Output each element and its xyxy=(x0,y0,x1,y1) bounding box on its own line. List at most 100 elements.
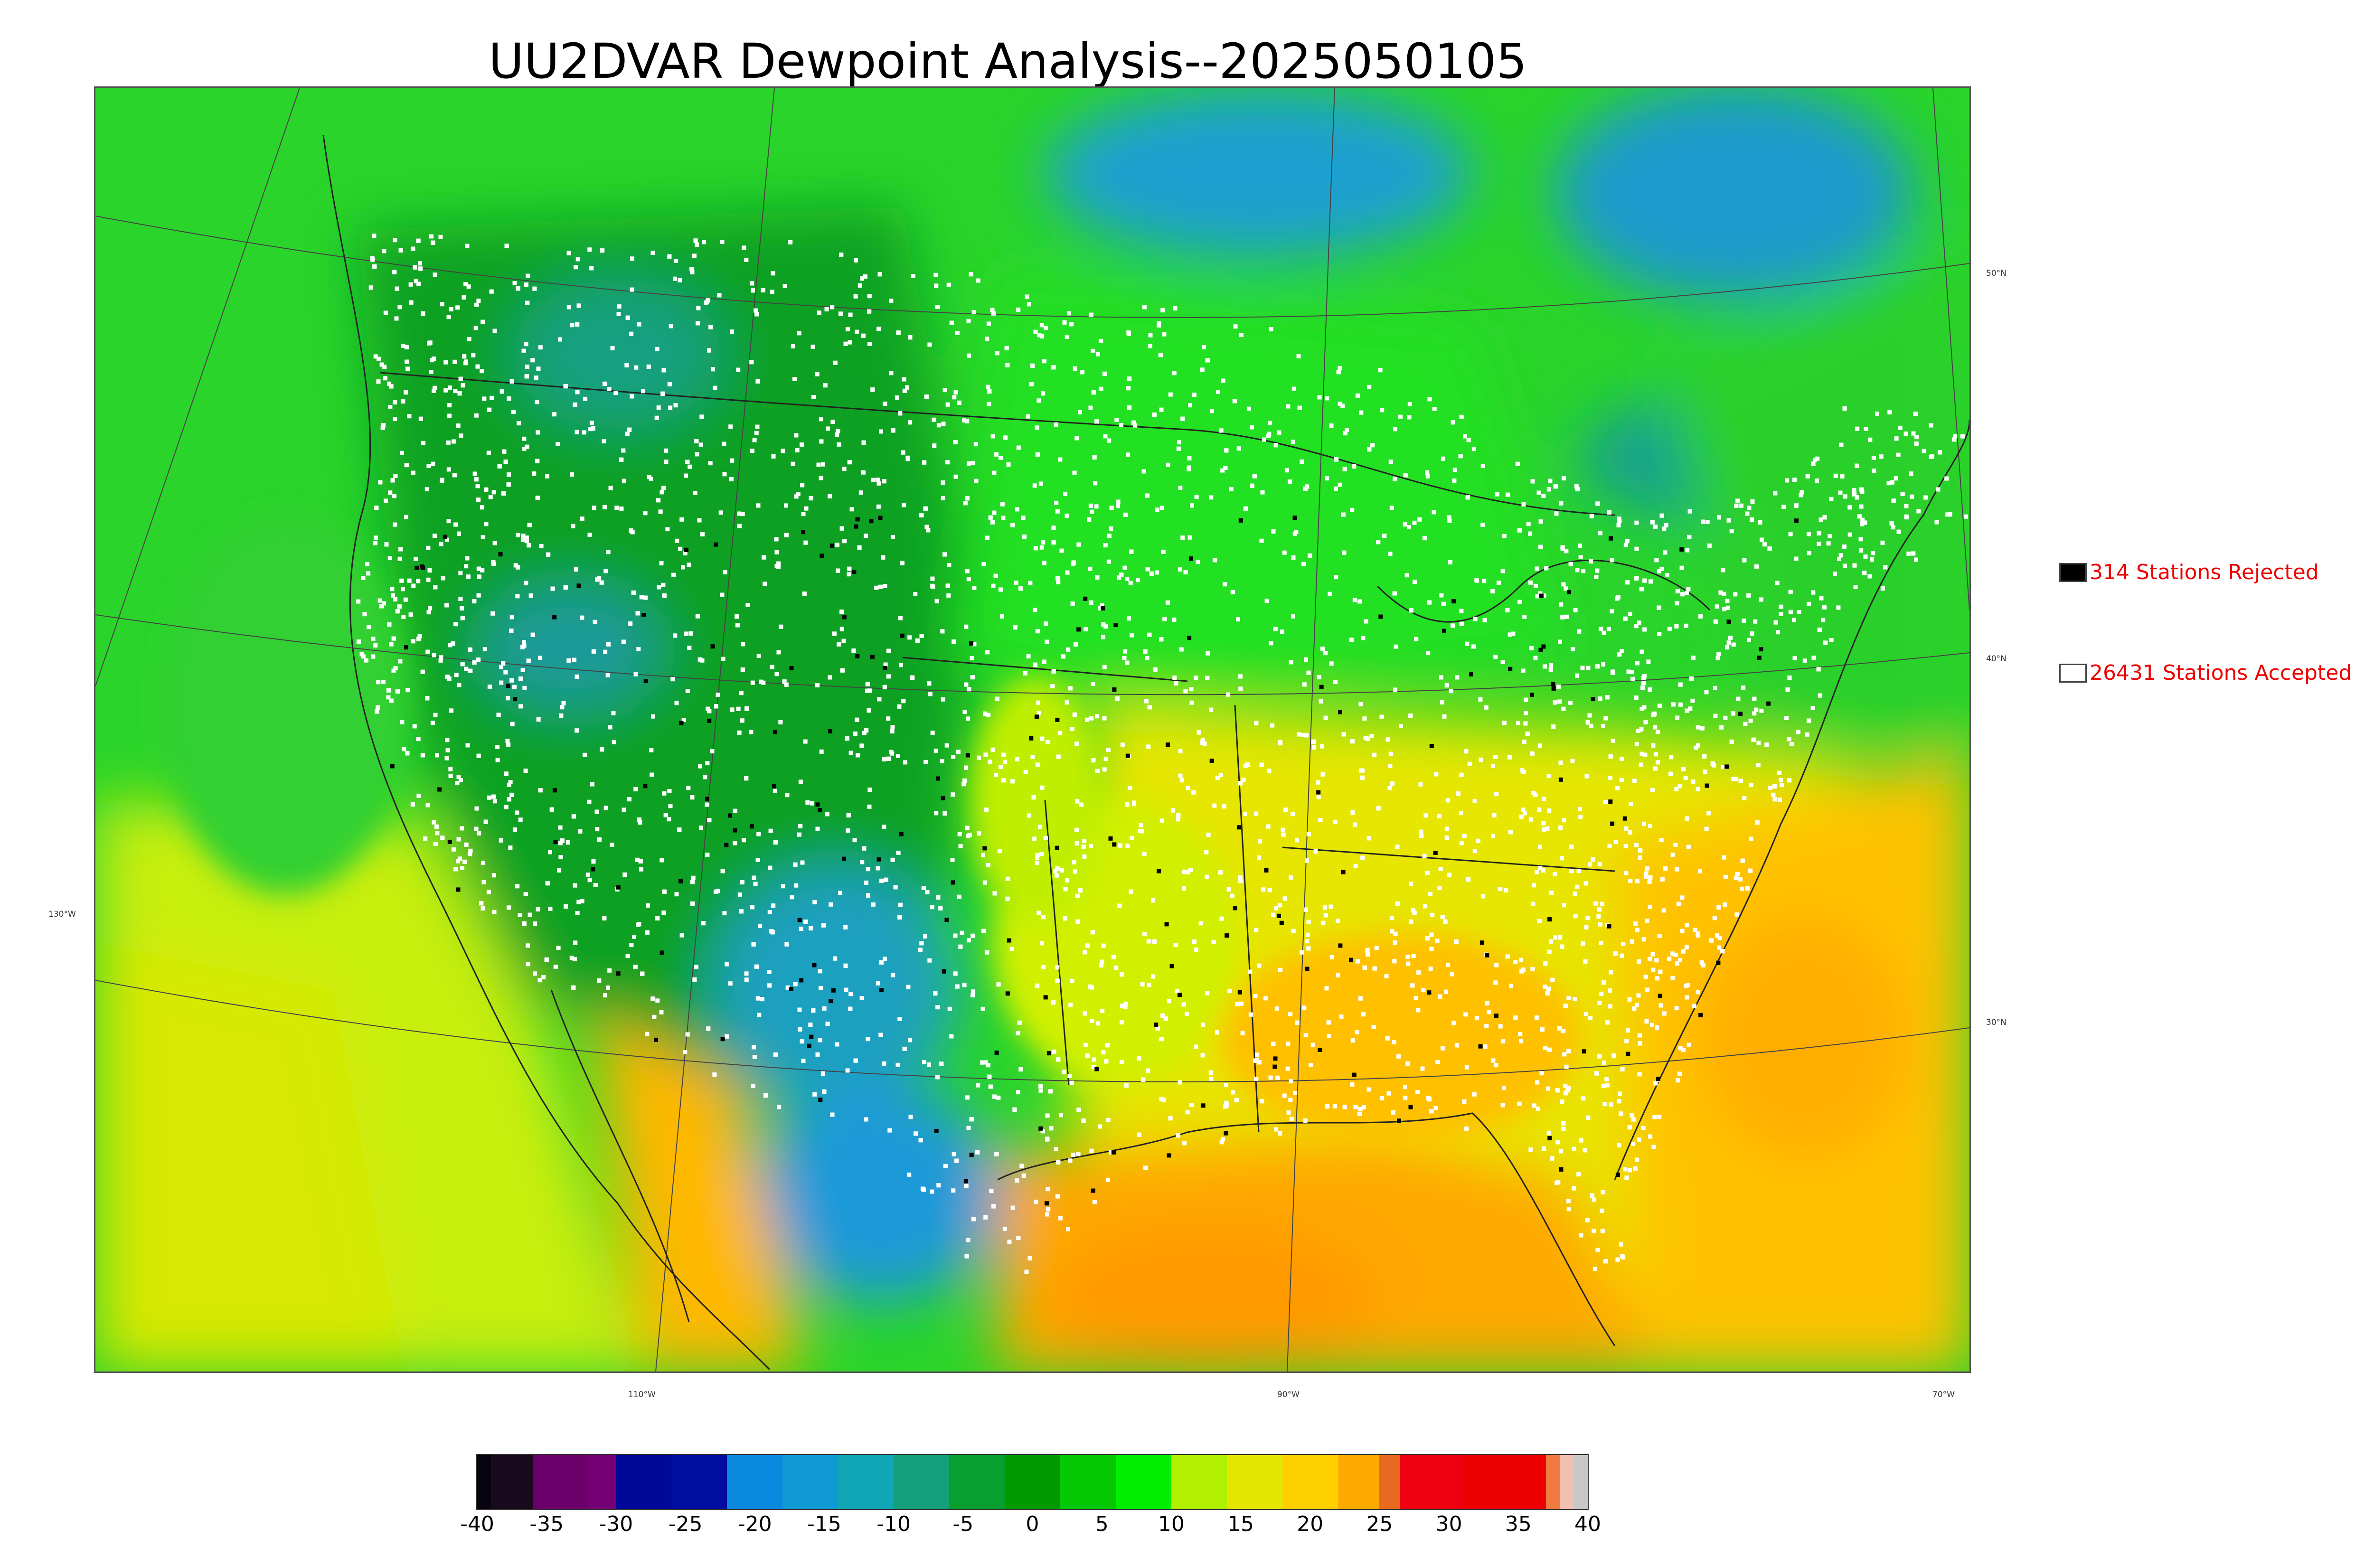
station-accepted-marker xyxy=(1194,948,1198,952)
station-accepted-marker xyxy=(1857,514,1862,519)
station-accepted-marker xyxy=(730,458,735,463)
station-accepted-marker xyxy=(472,660,477,665)
station-accepted-marker xyxy=(1623,543,1628,547)
station-accepted-marker xyxy=(801,512,806,516)
station-accepted-marker xyxy=(1286,404,1291,409)
station-accepted-marker xyxy=(794,494,799,499)
station-accepted-marker xyxy=(774,672,779,676)
station-accepted-marker xyxy=(742,838,746,843)
station-accepted-marker xyxy=(1817,628,1822,632)
station-accepted-marker xyxy=(1022,535,1027,539)
dewpoint-map xyxy=(95,88,1969,1371)
station-accepted-marker xyxy=(1480,523,1485,527)
station-accepted-marker xyxy=(782,679,787,684)
station-accepted-marker xyxy=(1291,440,1295,444)
station-accepted-marker xyxy=(970,933,975,938)
station-accepted-marker xyxy=(1581,569,1586,573)
station-accepted-marker xyxy=(1644,1019,1649,1024)
station-accepted-marker xyxy=(480,535,485,539)
station-accepted-marker xyxy=(695,242,699,247)
station-accepted-marker xyxy=(819,417,823,422)
station-accepted-marker xyxy=(1548,667,1553,672)
station-accepted-marker xyxy=(1098,1124,1102,1129)
station-accepted-marker xyxy=(1172,371,1177,376)
station-accepted-marker xyxy=(696,306,701,310)
station-accepted-marker xyxy=(1262,437,1266,442)
station-accepted-marker xyxy=(1556,685,1561,689)
station-accepted-marker xyxy=(1649,1023,1654,1027)
station-accepted-marker xyxy=(1303,1033,1308,1037)
station-accepted-marker xyxy=(1637,1033,1642,1038)
station-accepted-marker xyxy=(717,293,722,298)
station-accepted-marker xyxy=(1361,1012,1366,1017)
station-accepted-marker xyxy=(941,480,945,485)
station-accepted-marker xyxy=(830,1112,835,1117)
station-accepted-marker xyxy=(1083,950,1087,955)
station-accepted-marker xyxy=(1175,989,1180,994)
dewpoint-field xyxy=(95,88,1969,1371)
station-accepted-marker xyxy=(1146,744,1151,749)
station-accepted-marker xyxy=(356,599,361,604)
station-accepted-marker xyxy=(1444,826,1449,831)
station-accepted-marker xyxy=(1484,705,1488,710)
station-accepted-marker xyxy=(1617,652,1622,657)
station-accepted-marker xyxy=(1359,768,1364,773)
station-accepted-marker xyxy=(923,506,928,511)
station-accepted-marker xyxy=(589,421,594,425)
station-accepted-marker xyxy=(1051,526,1056,530)
station-accepted-marker xyxy=(512,281,517,285)
station-accepted-marker xyxy=(1502,534,1507,538)
station-accepted-marker xyxy=(1007,1239,1012,1244)
station-accepted-marker xyxy=(1035,452,1040,457)
station-accepted-marker xyxy=(513,563,518,568)
station-accepted-marker xyxy=(1787,676,1792,680)
station-accepted-marker xyxy=(1030,363,1035,368)
station-accepted-marker xyxy=(801,1059,806,1063)
station-accepted-marker xyxy=(391,636,396,641)
station-accepted-marker xyxy=(484,522,489,526)
station-accepted-marker xyxy=(505,739,510,743)
station-accepted-marker xyxy=(1914,435,1919,440)
station-accepted-marker xyxy=(870,387,875,392)
station-accepted-marker xyxy=(1389,506,1394,510)
station-accepted-marker xyxy=(1653,725,1658,730)
station-accepted-marker xyxy=(949,1034,954,1039)
station-accepted-marker xyxy=(816,462,821,467)
station-accepted-marker xyxy=(1633,1166,1638,1171)
station-accepted-marker xyxy=(398,248,403,253)
station-accepted-marker xyxy=(922,460,927,465)
station-accepted-marker xyxy=(391,593,395,598)
station-accepted-marker xyxy=(1663,866,1668,871)
station-accepted-marker xyxy=(684,631,688,636)
station-accepted-marker xyxy=(645,930,650,935)
station-accepted-marker xyxy=(1756,763,1761,768)
station-accepted-marker xyxy=(966,834,970,838)
station-accepted-marker xyxy=(1635,1003,1639,1007)
station-accepted-marker xyxy=(1472,798,1477,803)
station-accepted-marker xyxy=(947,1006,952,1011)
station-accepted-marker xyxy=(1068,686,1073,691)
station-accepted-marker xyxy=(1739,503,1743,508)
station-accepted-marker xyxy=(486,890,491,894)
station-accepted-marker xyxy=(429,370,433,375)
station-accepted-marker xyxy=(1561,1029,1566,1033)
station-accepted-marker xyxy=(1428,967,1433,971)
station-accepted-marker xyxy=(993,573,998,578)
station-accepted-marker xyxy=(867,309,872,314)
station-accepted-marker xyxy=(1250,425,1254,430)
station-accepted-marker xyxy=(606,642,611,647)
station-accepted-marker xyxy=(898,411,903,416)
station-accepted-marker xyxy=(1194,676,1198,680)
station-accepted-marker xyxy=(1357,1111,1362,1116)
station-accepted-marker xyxy=(1379,714,1384,719)
station-accepted-marker xyxy=(883,584,887,588)
station-accepted-marker xyxy=(986,1063,990,1068)
station-accepted-marker xyxy=(1045,1136,1050,1141)
station-accepted-marker xyxy=(1570,759,1575,763)
station-accepted-marker xyxy=(1117,575,1121,580)
station-accepted-marker xyxy=(1232,399,1237,404)
station-accepted-marker xyxy=(1563,1083,1568,1088)
station-accepted-marker xyxy=(1637,959,1641,964)
station-accepted-marker xyxy=(1566,1207,1571,1211)
station-accepted-marker xyxy=(1656,730,1660,734)
